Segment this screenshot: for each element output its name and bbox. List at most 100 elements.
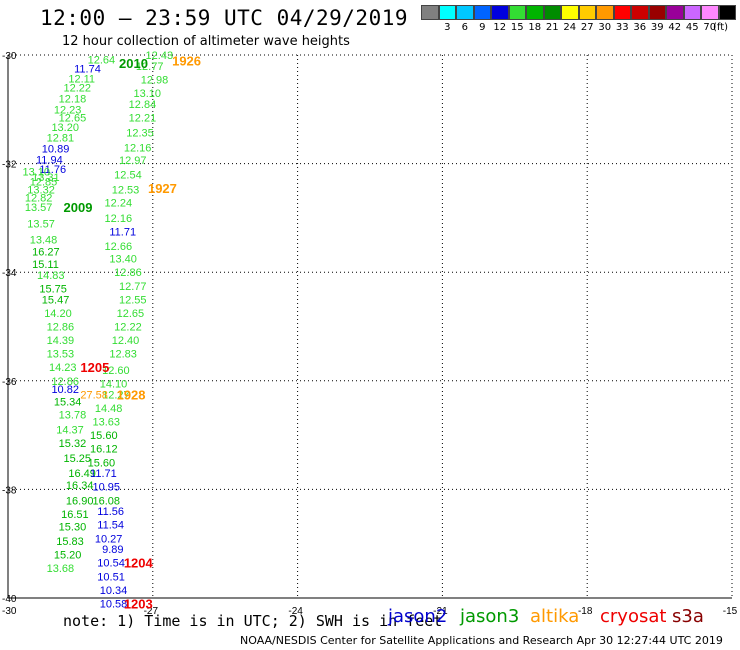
legend-label: 12 (493, 22, 507, 33)
time-label: 1928 (117, 387, 146, 402)
data-point-label: 14.10 (100, 379, 128, 391)
data-point-label: 15.60 (88, 457, 116, 469)
data-point-label: 12.64 (88, 54, 116, 66)
data-point-label: 12.84 (129, 99, 157, 111)
legend-label: 33 (615, 22, 629, 33)
page-title: 12:00 – 23:59 UTC 04/29/2019 (40, 6, 409, 30)
legend-swatch (648, 5, 666, 20)
legend-label: 39 (650, 22, 664, 33)
data-point-label: 15.34 (54, 396, 82, 408)
legend-swatch (421, 5, 439, 20)
y-tick-label: -36 (2, 377, 17, 388)
data-point-label: 13.57 (25, 202, 53, 214)
data-point-label: 15.75 (39, 283, 67, 295)
legend-label: 9 (479, 22, 486, 33)
data-point-label: 11.71 (109, 226, 136, 238)
y-tick-label: -34 (2, 268, 17, 279)
data-point-label: 12.86 (114, 267, 142, 279)
legend-swatch (631, 5, 649, 20)
legend-swatch (561, 5, 579, 20)
legend-label: 21 (545, 22, 559, 33)
data-point-label: 11.54 (97, 520, 124, 532)
data-point-label: 12.65 (117, 308, 145, 320)
legend-label: 6 (461, 22, 468, 33)
data-point-label: 12.18 (59, 93, 87, 105)
data-point-label: 10.51 (97, 571, 125, 583)
data-point-label: 12.77 (119, 281, 147, 293)
data-point-label: 12.16 (105, 213, 133, 225)
data-point-label: 15.20 (54, 550, 82, 562)
legend-swatch (613, 5, 631, 20)
data-point-label: 10.54 (97, 558, 125, 570)
data-point-label: 15.25 (64, 453, 92, 465)
data-point-label: 13.31 (32, 172, 60, 184)
data-point-label: 12.81 (47, 133, 75, 145)
data-point-label: 10.34 (100, 585, 128, 597)
legend-label: 15 (510, 22, 524, 33)
data-point-label: 15.83 (56, 536, 84, 548)
legend-swatch (666, 5, 684, 20)
data-point-label: 12.11 (68, 73, 95, 85)
data-point-label: 12.55 (119, 294, 147, 306)
legend-swatch (456, 5, 474, 20)
footnote: note: 1) Time is in UTC; 2) SWH is in fe… (63, 612, 443, 630)
data-point-label: 10.58 (100, 598, 128, 610)
legend-swatch (683, 5, 701, 20)
data-point-label: 10.82 (51, 384, 79, 396)
data-point-label: 12.21 (129, 112, 157, 124)
legend-swatch (473, 5, 491, 20)
y-tick-label: -30 (2, 51, 17, 62)
y-tick-label: -32 (2, 160, 17, 171)
data-point-label: 11.94 (36, 154, 63, 166)
data-point-label: 15.60 (90, 430, 118, 442)
data-point-label: 16.12 (90, 444, 118, 456)
data-point-label: 12.22 (64, 83, 92, 95)
data-point-label: 12.27 (102, 389, 130, 401)
data-point-label: 13.10 (133, 88, 161, 100)
legend-label: 27 (580, 22, 594, 33)
data-point-label: 12.23 (54, 104, 82, 116)
data-point-label: 14.83 (37, 270, 65, 282)
data-point-label: 13.68 (47, 563, 75, 575)
data-point-label: 13.10 (22, 167, 50, 179)
data-point-label: 12.85 (30, 177, 58, 189)
legend-swatch (718, 5, 736, 20)
data-point-label: 9.89 (102, 544, 123, 556)
data-point-label: 12.43 (146, 50, 174, 62)
data-point-label: 12.77 (136, 61, 164, 73)
time-label: 1926 (172, 53, 201, 68)
data-point-label: 12.35 (126, 128, 154, 140)
data-point-label: 16.49 (68, 468, 96, 480)
corner-tick-label: -30 (2, 606, 17, 617)
legend-label: 36 (633, 22, 647, 33)
data-point-label: 27.58 (80, 389, 108, 401)
data-point-label: 12.54 (114, 169, 142, 181)
data-point-label: 15.32 (59, 438, 87, 450)
credit-line: NOAA/NESDIS Center for Satellite Applica… (240, 634, 723, 647)
data-point-label: 10.89 (42, 143, 70, 155)
x-tick-label: -18 (578, 606, 593, 617)
legend-swatch (543, 5, 561, 20)
satellite-jason3: jason3 (460, 606, 520, 627)
time-label: 1204 (124, 556, 154, 571)
data-point-label: 11.71 (90, 468, 117, 480)
satellite-cryosat: cryosat (600, 606, 667, 627)
data-point-label: 15.47 (42, 294, 70, 306)
data-point-label: 12.98 (141, 74, 169, 86)
legend-label: 70 (703, 22, 717, 33)
data-point-label: 12.86 (51, 376, 79, 388)
satellite-s3a: s3a (672, 606, 704, 627)
data-point-label: 14.48 (95, 403, 123, 415)
data-point-label: 12.97 (119, 155, 147, 167)
y-tick-label: -40 (2, 594, 17, 605)
data-point-label: 13.20 (51, 122, 79, 134)
data-point-label: 12.82 (25, 192, 53, 204)
data-point-label: 12.60 (102, 365, 130, 377)
data-point-label: 14.23 (49, 362, 77, 374)
data-point-label: 13.78 (59, 409, 87, 421)
satellite-altika: altika (530, 606, 580, 627)
x-tick-label: -21 (433, 606, 448, 617)
legend-unit: (ft) (713, 22, 729, 33)
data-point-label: 16.08 (92, 495, 120, 507)
legend-label: 3 (444, 22, 451, 33)
